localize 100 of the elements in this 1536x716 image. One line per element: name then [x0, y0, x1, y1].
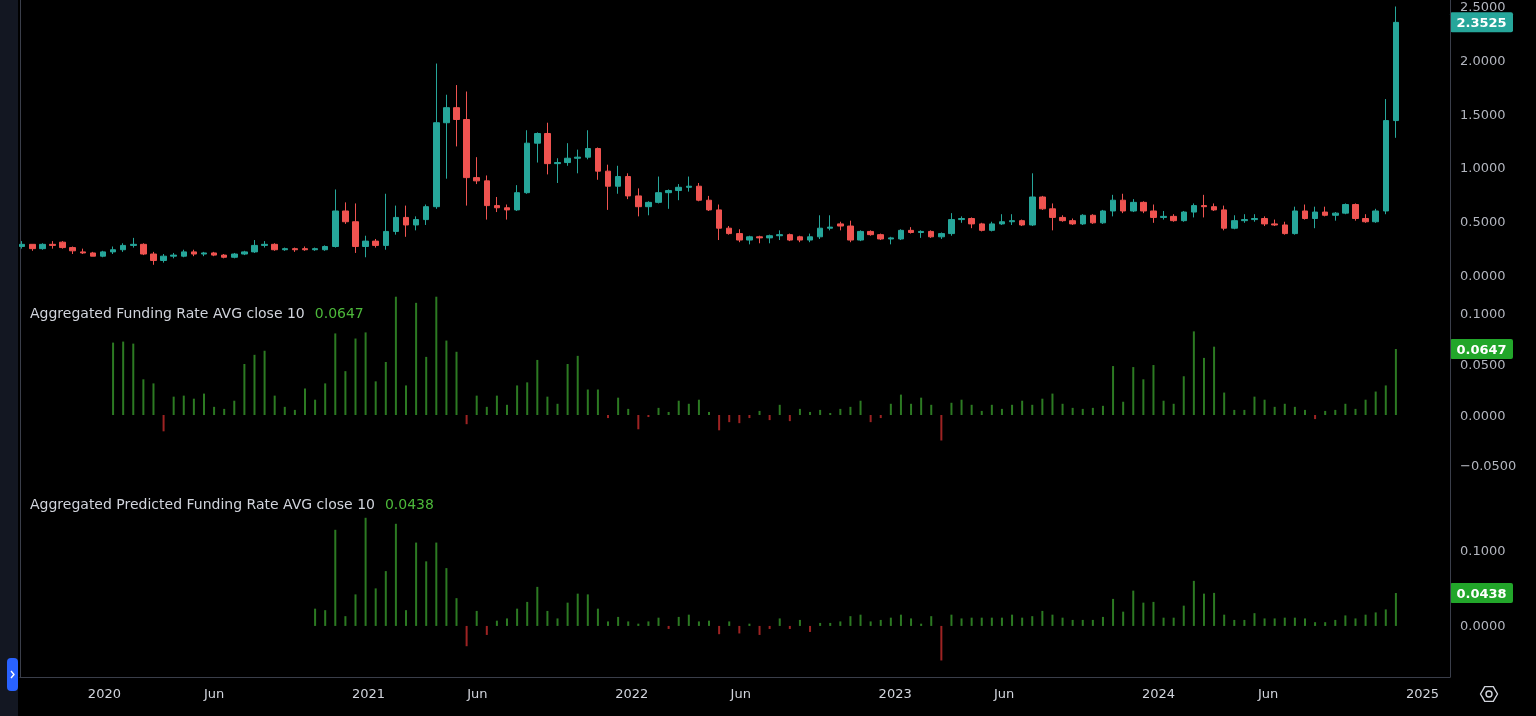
- bar: [728, 621, 731, 626]
- bar: [566, 602, 569, 626]
- bar: [718, 625, 721, 635]
- bar: [1162, 617, 1165, 626]
- bar: [435, 542, 438, 626]
- bar: [435, 296, 438, 416]
- candlestick: [403, 205, 409, 238]
- bar: [879, 619, 882, 626]
- candlestick: [696, 182, 702, 202]
- bar: [950, 402, 953, 416]
- bar: [162, 415, 165, 432]
- bar: [465, 625, 468, 647]
- candlestick: [383, 193, 389, 251]
- candlestick: [1100, 209, 1106, 225]
- candlestick: [1322, 206, 1328, 217]
- bar: [1213, 592, 1216, 626]
- bar: [536, 359, 539, 416]
- bar: [374, 381, 377, 416]
- bar: [849, 406, 852, 416]
- bar: [617, 616, 620, 626]
- bar: [869, 415, 872, 423]
- bar: [394, 523, 397, 626]
- candlestick: [716, 204, 722, 241]
- candlestick: [1039, 195, 1046, 211]
- bar: [556, 618, 559, 626]
- bar: [1213, 346, 1216, 416]
- candlestick: [706, 195, 712, 212]
- bar: [293, 409, 296, 416]
- bar: [1344, 403, 1347, 416]
- bar: [1061, 403, 1064, 416]
- candlestick: [393, 205, 399, 236]
- bar: [1192, 580, 1195, 626]
- candlestick: [534, 131, 541, 164]
- bar: [586, 594, 589, 626]
- bar: [1223, 614, 1226, 626]
- bar: [1142, 602, 1145, 626]
- bar: [1374, 612, 1377, 626]
- bar: [1091, 619, 1094, 626]
- bar: [354, 594, 357, 626]
- bar: [253, 354, 256, 416]
- candlestick: [787, 233, 793, 242]
- candlestick: [332, 188, 339, 249]
- candlestick: [1332, 211, 1339, 222]
- candlestick: [302, 245, 308, 252]
- y-tick-label: 0.5000: [1460, 214, 1506, 230]
- candlestick: [1271, 219, 1278, 227]
- bar: [819, 622, 822, 626]
- bar: [708, 411, 711, 416]
- text: Aggregated Predicted Funding Rate AVG close 10: [30, 496, 375, 512]
- candlestick: [1251, 213, 1258, 223]
- bar: [910, 618, 913, 626]
- candlestick: [645, 200, 652, 216]
- candlestick: [494, 196, 500, 213]
- bar: [445, 340, 448, 416]
- bar: [1283, 403, 1286, 416]
- candlestick: [1352, 202, 1359, 222]
- bar: [1051, 614, 1054, 626]
- y-tick-label: 0.0500: [1460, 356, 1506, 372]
- bar: [627, 621, 630, 626]
- candlestick: [827, 214, 833, 231]
- x-tick-label: Jun: [1257, 686, 1279, 701]
- y-tick-label: 2.5000: [1460, 0, 1506, 14]
- bar: [1132, 590, 1135, 626]
- bar: [647, 415, 650, 418]
- y-tick-label: 1.0000: [1460, 160, 1506, 176]
- bar: [1303, 409, 1306, 416]
- bar: [1283, 617, 1286, 626]
- candlestick: [211, 251, 217, 257]
- candlestick: [877, 233, 884, 241]
- text: Aggregated Funding Rate AVG close 10: [30, 305, 305, 321]
- candlestick: [271, 242, 278, 252]
- candlestick: [655, 176, 662, 204]
- candlestick: [776, 229, 783, 241]
- bar: [495, 395, 498, 416]
- bar: [566, 364, 569, 416]
- bar: [1273, 406, 1276, 416]
- candlestick: [1160, 210, 1167, 221]
- bar: [1182, 605, 1185, 626]
- x-tick-label: Jun: [202, 686, 225, 701]
- bar: [1081, 619, 1084, 626]
- bar: [1142, 379, 1145, 416]
- bar: [516, 385, 519, 416]
- candlestick: [615, 165, 621, 195]
- bar: [455, 351, 458, 416]
- candlestick: [1201, 194, 1207, 218]
- x-tick-label: Jun: [992, 686, 1015, 701]
- bar: [122, 341, 125, 416]
- candlestick: [888, 236, 894, 245]
- bar: [1394, 349, 1397, 416]
- candlestick: [59, 240, 66, 250]
- candlestick: [938, 232, 945, 240]
- candlestick: [1120, 193, 1126, 214]
- bar: [738, 625, 741, 634]
- bar: [314, 399, 317, 416]
- bar: [1334, 409, 1337, 416]
- bar: [1172, 403, 1175, 416]
- candlestick: [251, 239, 258, 254]
- bar: [1223, 392, 1226, 416]
- bar: [839, 408, 842, 416]
- bar: [132, 343, 135, 416]
